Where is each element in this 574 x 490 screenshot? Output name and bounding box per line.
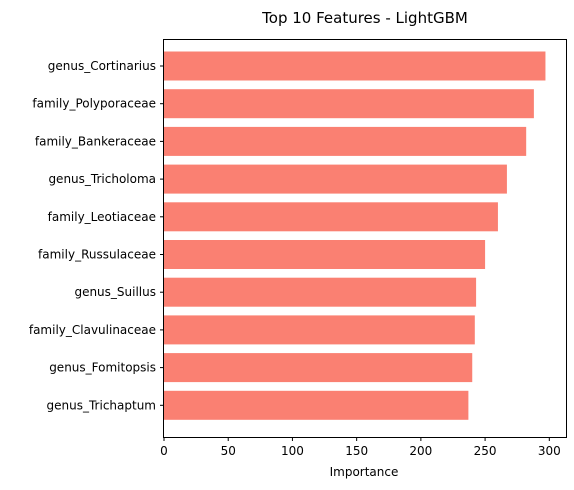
x-tick-label: 300 xyxy=(538,444,561,458)
x-tick-label: 250 xyxy=(474,444,497,458)
bar-genus_Cortinarius xyxy=(164,51,546,81)
bars-group xyxy=(164,51,546,420)
category-label: genus_Tricholoma xyxy=(48,172,156,186)
category-label: family_Russulaceae xyxy=(38,248,156,262)
category-label: family_Clavulinaceae xyxy=(29,323,156,337)
bar-genus_Trichaptum xyxy=(164,390,469,420)
x-tick-label: 50 xyxy=(221,444,236,458)
x-tick-label: 100 xyxy=(281,444,304,458)
bar-family_Russulaceae xyxy=(164,240,486,269)
chart-title: Top 10 Features - LightGBM xyxy=(261,9,468,27)
category-labels: genus_Cortinarius family_Polyporaceaefami… xyxy=(29,59,164,412)
x-ticks: 0 50 100 150 200 250 300 xyxy=(160,437,561,458)
bar-genus_Fomitopsis xyxy=(164,353,473,383)
category-label: genus_Suillus xyxy=(74,285,156,299)
category-label: genus_Fomitopsis xyxy=(49,361,156,375)
category-label: genus_Trichaptum xyxy=(47,398,156,412)
plot-frame xyxy=(163,39,567,438)
bar-genus_Tricholoma xyxy=(164,164,507,194)
bar-family_Leotiaceae xyxy=(164,202,498,232)
x-tick-label: 200 xyxy=(409,444,432,458)
bar-genus_Suillus xyxy=(164,277,477,307)
category-label: family_Polyporaceae xyxy=(32,97,156,111)
category-label: family_Bankeraceae xyxy=(35,134,156,148)
x-axis-label: Importance xyxy=(330,465,399,479)
x-tick-label: 0 xyxy=(160,444,168,458)
bar-family_Polyporaceae xyxy=(164,89,534,119)
x-tick-label: 150 xyxy=(345,444,368,458)
bar-family_Bankeraceae xyxy=(164,126,527,156)
category-label: genus_Cortinarius xyxy=(48,59,156,73)
bar-family_Clavulinaceae xyxy=(164,315,475,345)
category-label: family_Leotiaceae xyxy=(48,210,156,224)
